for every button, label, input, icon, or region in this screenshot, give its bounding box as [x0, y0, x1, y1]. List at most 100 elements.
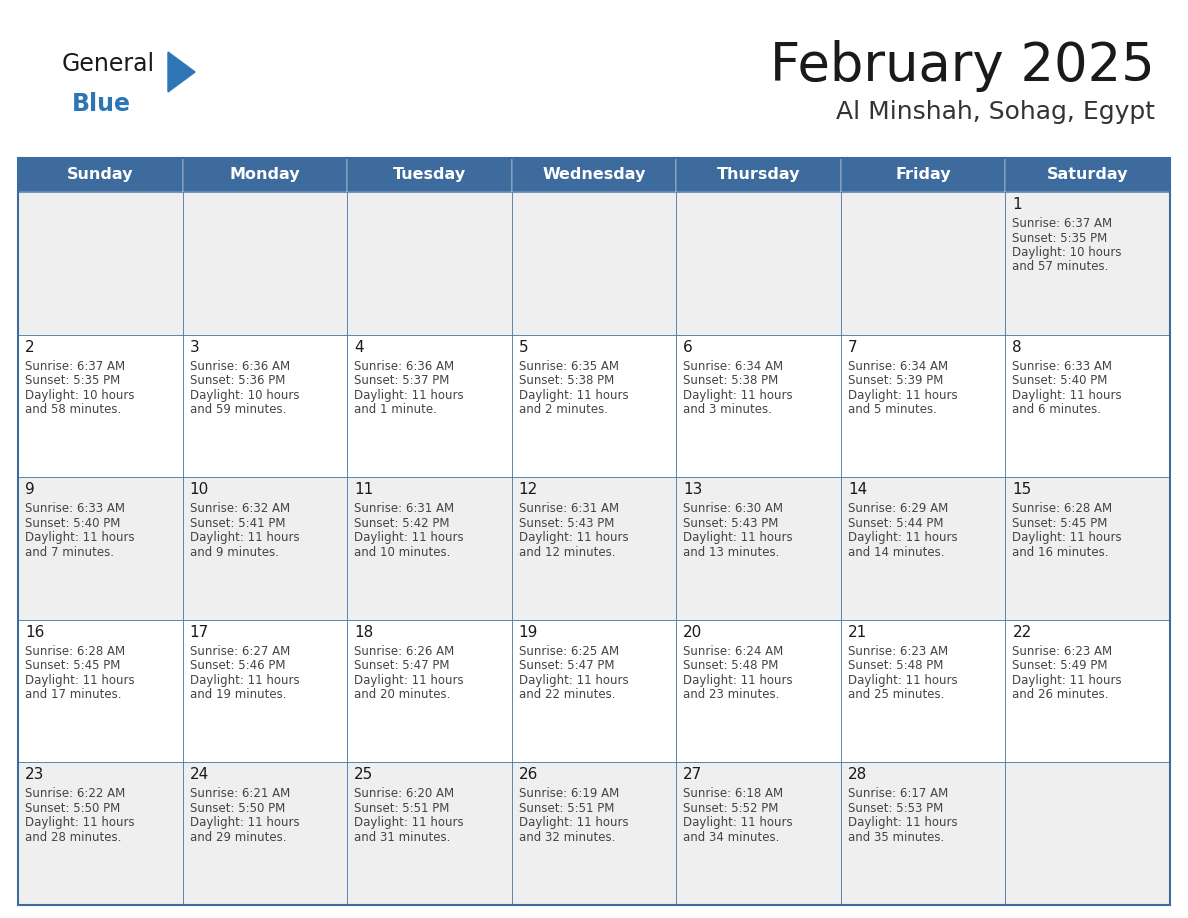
Bar: [18, 158, 1170, 905]
Text: Sunset: 5:39 PM: Sunset: 5:39 PM: [848, 375, 943, 387]
Text: and 2 minutes.: and 2 minutes.: [519, 403, 608, 416]
Text: 13: 13: [683, 482, 702, 498]
Text: Saturday: Saturday: [1047, 167, 1129, 183]
Text: Daylight: 11 hours: Daylight: 11 hours: [1012, 532, 1121, 544]
Text: and 10 minutes.: and 10 minutes.: [354, 545, 450, 559]
Text: and 20 minutes.: and 20 minutes.: [354, 688, 450, 701]
Text: Sunrise: 6:37 AM: Sunrise: 6:37 AM: [1012, 217, 1112, 230]
Text: Sunrise: 6:33 AM: Sunrise: 6:33 AM: [1012, 360, 1112, 373]
Text: Sunset: 5:43 PM: Sunset: 5:43 PM: [683, 517, 778, 530]
Text: Sunset: 5:35 PM: Sunset: 5:35 PM: [25, 375, 120, 387]
Text: Sunset: 5:51 PM: Sunset: 5:51 PM: [354, 802, 449, 815]
Text: 18: 18: [354, 625, 373, 640]
Bar: [18, 334, 183, 477]
Text: Sunset: 5:40 PM: Sunset: 5:40 PM: [1012, 375, 1107, 387]
Text: Daylight: 11 hours: Daylight: 11 hours: [354, 674, 463, 687]
Text: Wednesday: Wednesday: [542, 167, 646, 183]
Text: Sunrise: 6:34 AM: Sunrise: 6:34 AM: [683, 360, 783, 373]
Text: Sunset: 5:36 PM: Sunset: 5:36 PM: [190, 375, 285, 387]
Bar: [841, 763, 1005, 905]
Text: Sunrise: 6:19 AM: Sunrise: 6:19 AM: [519, 788, 619, 800]
Bar: [512, 763, 676, 905]
Text: and 3 minutes.: and 3 minutes.: [683, 403, 772, 416]
Text: and 59 minutes.: and 59 minutes.: [190, 403, 286, 416]
Text: and 12 minutes.: and 12 minutes.: [519, 545, 615, 559]
Text: Sunday: Sunday: [67, 167, 133, 183]
Bar: [18, 477, 183, 620]
Text: Sunrise: 6:21 AM: Sunrise: 6:21 AM: [190, 788, 290, 800]
Bar: [183, 477, 347, 620]
Text: Sunrise: 6:35 AM: Sunrise: 6:35 AM: [519, 360, 619, 373]
Text: Sunrise: 6:26 AM: Sunrise: 6:26 AM: [354, 644, 454, 658]
Text: Sunset: 5:43 PM: Sunset: 5:43 PM: [519, 517, 614, 530]
Text: 15: 15: [1012, 482, 1031, 498]
Text: Daylight: 10 hours: Daylight: 10 hours: [25, 388, 134, 401]
Bar: [1005, 763, 1170, 905]
Bar: [1005, 192, 1170, 334]
Text: Sunset: 5:38 PM: Sunset: 5:38 PM: [683, 375, 778, 387]
Text: and 35 minutes.: and 35 minutes.: [848, 831, 944, 844]
Text: Blue: Blue: [72, 92, 131, 116]
Text: 28: 28: [848, 767, 867, 782]
Text: Daylight: 11 hours: Daylight: 11 hours: [190, 532, 299, 544]
Text: 24: 24: [190, 767, 209, 782]
Text: Sunset: 5:48 PM: Sunset: 5:48 PM: [848, 659, 943, 672]
Text: Sunset: 5:37 PM: Sunset: 5:37 PM: [354, 375, 449, 387]
Text: Sunrise: 6:28 AM: Sunrise: 6:28 AM: [25, 644, 125, 658]
Text: Sunset: 5:42 PM: Sunset: 5:42 PM: [354, 517, 449, 530]
Text: Sunset: 5:47 PM: Sunset: 5:47 PM: [519, 659, 614, 672]
Text: Sunrise: 6:24 AM: Sunrise: 6:24 AM: [683, 644, 784, 658]
Bar: [347, 620, 512, 763]
Text: Sunset: 5:50 PM: Sunset: 5:50 PM: [25, 802, 120, 815]
Text: 27: 27: [683, 767, 702, 782]
Text: Sunset: 5:46 PM: Sunset: 5:46 PM: [190, 659, 285, 672]
Bar: [183, 158, 347, 192]
Text: Daylight: 11 hours: Daylight: 11 hours: [25, 674, 134, 687]
Bar: [183, 334, 347, 477]
Bar: [841, 192, 1005, 334]
Text: Daylight: 11 hours: Daylight: 11 hours: [683, 388, 792, 401]
Text: and 16 minutes.: and 16 minutes.: [1012, 545, 1108, 559]
Text: Daylight: 11 hours: Daylight: 11 hours: [683, 674, 792, 687]
Text: and 6 minutes.: and 6 minutes.: [1012, 403, 1101, 416]
Text: Daylight: 11 hours: Daylight: 11 hours: [354, 532, 463, 544]
Text: Sunrise: 6:17 AM: Sunrise: 6:17 AM: [848, 788, 948, 800]
Text: Sunrise: 6:18 AM: Sunrise: 6:18 AM: [683, 788, 783, 800]
Bar: [1005, 334, 1170, 477]
Text: and 13 minutes.: and 13 minutes.: [683, 545, 779, 559]
Text: Sunset: 5:41 PM: Sunset: 5:41 PM: [190, 517, 285, 530]
Text: Daylight: 11 hours: Daylight: 11 hours: [354, 816, 463, 829]
Text: Daylight: 11 hours: Daylight: 11 hours: [683, 532, 792, 544]
Bar: [512, 620, 676, 763]
Text: Sunset: 5:35 PM: Sunset: 5:35 PM: [1012, 231, 1107, 244]
Bar: [512, 192, 676, 334]
Text: and 25 minutes.: and 25 minutes.: [848, 688, 944, 701]
Text: and 19 minutes.: and 19 minutes.: [190, 688, 286, 701]
Text: Sunrise: 6:20 AM: Sunrise: 6:20 AM: [354, 788, 454, 800]
Text: February 2025: February 2025: [770, 40, 1155, 92]
Text: and 1 minute.: and 1 minute.: [354, 403, 437, 416]
Text: 17: 17: [190, 625, 209, 640]
Bar: [18, 192, 183, 334]
Text: Daylight: 11 hours: Daylight: 11 hours: [354, 388, 463, 401]
Text: Sunset: 5:48 PM: Sunset: 5:48 PM: [683, 659, 778, 672]
Text: Al Minshah, Sohag, Egypt: Al Minshah, Sohag, Egypt: [836, 100, 1155, 124]
Bar: [1005, 158, 1170, 192]
Text: 1: 1: [1012, 197, 1022, 212]
Text: and 23 minutes.: and 23 minutes.: [683, 688, 779, 701]
Text: Daylight: 11 hours: Daylight: 11 hours: [25, 532, 134, 544]
Text: and 17 minutes.: and 17 minutes.: [25, 688, 121, 701]
Bar: [676, 334, 841, 477]
Text: Daylight: 11 hours: Daylight: 11 hours: [1012, 674, 1121, 687]
Text: Sunset: 5:38 PM: Sunset: 5:38 PM: [519, 375, 614, 387]
Text: Sunset: 5:45 PM: Sunset: 5:45 PM: [25, 659, 120, 672]
Text: Daylight: 11 hours: Daylight: 11 hours: [1012, 388, 1121, 401]
Text: Sunrise: 6:27 AM: Sunrise: 6:27 AM: [190, 644, 290, 658]
Text: Sunrise: 6:23 AM: Sunrise: 6:23 AM: [848, 644, 948, 658]
Text: and 58 minutes.: and 58 minutes.: [25, 403, 121, 416]
Bar: [347, 158, 512, 192]
Bar: [512, 334, 676, 477]
Text: Monday: Monday: [229, 167, 301, 183]
Text: 5: 5: [519, 340, 529, 354]
Text: Sunrise: 6:25 AM: Sunrise: 6:25 AM: [519, 644, 619, 658]
